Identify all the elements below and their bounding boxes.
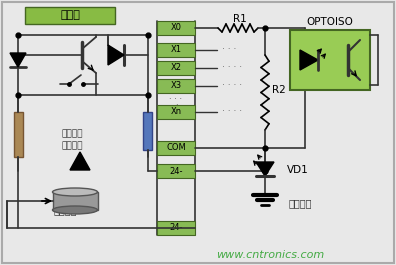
Text: ·: · [175, 101, 177, 111]
Text: 主电路: 主电路 [60, 11, 80, 20]
Bar [25, 7, 115, 24]
Bar [157, 61, 195, 75]
Bar [143, 112, 152, 150]
Text: OPTOISO: OPTOISO [307, 17, 354, 27]
Text: 外置电源: 外置电源 [53, 205, 77, 215]
Text: VD1: VD1 [287, 165, 309, 175]
Text: X3: X3 [170, 82, 181, 91]
Text: X2: X2 [171, 64, 181, 73]
Polygon shape [108, 45, 124, 65]
Text: R2: R2 [272, 85, 286, 95]
Polygon shape [300, 50, 318, 70]
Ellipse shape [53, 206, 97, 214]
Text: · · ·: · · · [222, 46, 236, 55]
Text: · · ·: · · · [169, 95, 183, 104]
Polygon shape [256, 162, 274, 176]
Text: 24-: 24- [169, 223, 183, 232]
Text: www.cntronics.com: www.cntronics.com [216, 250, 324, 260]
Text: 直流两线
接近开关: 直流两线 接近开关 [61, 129, 83, 151]
Polygon shape [10, 53, 26, 67]
Bar [157, 79, 195, 93]
Bar [53, 192, 98, 210]
Text: Xn: Xn [170, 108, 181, 117]
Bar [157, 43, 195, 57]
Bar [157, 105, 195, 119]
Text: COM: COM [166, 144, 186, 152]
Text: · · · ·: · · · · [222, 82, 242, 91]
Text: 24-: 24- [169, 166, 183, 175]
Text: 内置电源: 内置电源 [288, 198, 312, 208]
Text: · · · ·: · · · · [222, 108, 242, 117]
Polygon shape [70, 152, 90, 170]
Bar [14, 112, 23, 157]
Text: R1: R1 [233, 14, 247, 24]
Text: X0: X0 [171, 24, 181, 33]
Bar [157, 141, 195, 155]
Bar [157, 164, 195, 178]
Bar [157, 21, 195, 35]
Bar [6, 4, 154, 112]
Ellipse shape [53, 188, 97, 196]
Bar [157, 221, 195, 235]
Text: X1: X1 [171, 46, 181, 55]
Bar [290, 30, 370, 90]
Text: · · · ·: · · · · [222, 64, 242, 73]
